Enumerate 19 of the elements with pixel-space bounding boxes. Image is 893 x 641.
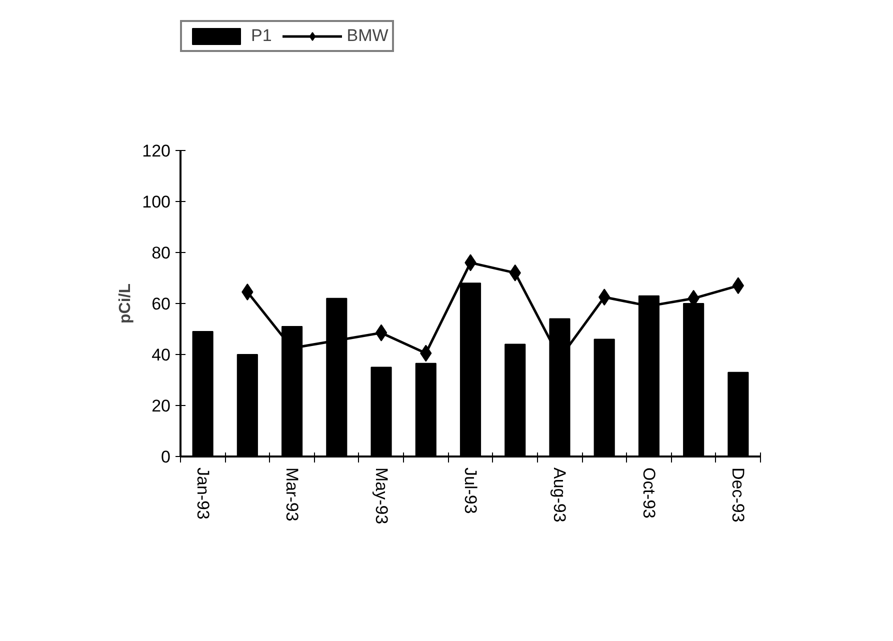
y-tick-label: 0 (161, 448, 171, 466)
y-tick-label: 60 (152, 294, 171, 314)
x-tick-label: Jul-93 (461, 468, 480, 514)
y-tick-label: 40 (152, 346, 171, 364)
y-tick-label: 120 (142, 142, 171, 160)
y-tick-label: 80 (152, 244, 171, 262)
y-tick-label: 20 (152, 396, 171, 416)
x-tick-label: Aug-93 (550, 468, 570, 522)
point (375, 324, 388, 342)
y-tick-label: 100 (142, 192, 171, 212)
y-axis-title: pCi/L (117, 283, 134, 324)
x-tick-label: Mar-93 (282, 468, 302, 522)
x-tick-label: Oct-93 (639, 468, 658, 519)
x-tick-label: Jan-93 (193, 468, 212, 520)
x-tick-label: Dec-93 (728, 468, 748, 522)
x-tick-label: May-93 (372, 468, 391, 524)
point (732, 277, 744, 294)
legend-label: BMW (346, 26, 388, 46)
legend-label: P1 (251, 26, 272, 46)
